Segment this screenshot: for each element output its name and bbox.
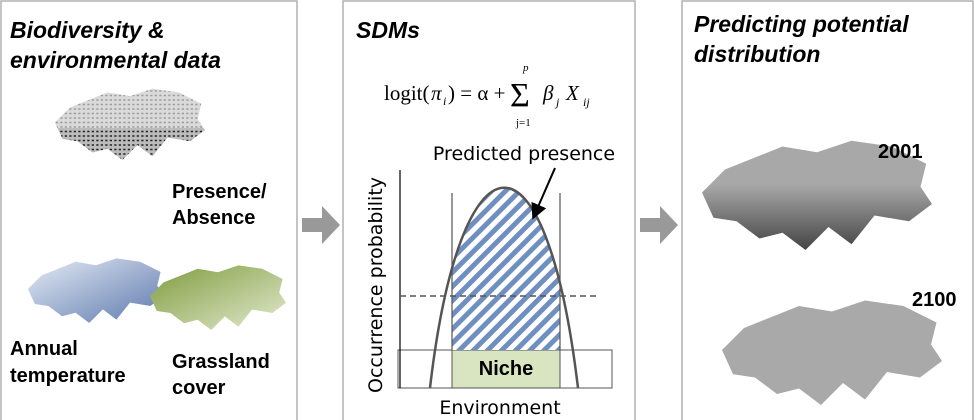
x-axis-label: Environment [439,397,560,419]
map-label: temperature [10,365,126,387]
panel-title: Biodiversity & [10,17,165,43]
formula-part: i [443,94,446,108]
body: Biodiversity & environmental data Presen… [0,0,974,420]
panel-title: distribution [694,41,820,67]
map-label: Absence [172,207,255,229]
formula-part: π [431,81,442,105]
year-label: 2100 [912,289,957,311]
band-label: Niche [479,358,533,380]
map-label: Presence/ [172,181,267,203]
panel-title: environmental data [10,47,221,73]
panel-title: Predicting potential [694,11,909,37]
formula-part: j=1 [515,117,531,129]
flow-arrow [302,206,340,244]
formula-part: ) = α + [448,81,505,105]
flow-arrow [640,206,678,244]
diagram: Biodiversity & environmental data Presen… [0,0,974,420]
year-label: 2001 [878,141,923,163]
map-label: Annual [10,338,78,360]
map-label: cover [172,377,226,399]
formula-part: β [542,81,554,105]
y-axis-label: Occurrence probability [365,177,387,393]
map-label: Grassland [172,351,270,373]
curve-label: Predicted presence [433,143,615,165]
formula-part: Σ [510,77,530,114]
formula-part: logit( [384,81,430,105]
formula-part: ij [583,95,590,109]
formula-part: X [565,81,580,105]
formula-part: p [522,62,529,74]
page: SDM workflow {"panels": [ {"title_lines"… [0,0,974,420]
panel-title: SDMs [356,17,420,43]
